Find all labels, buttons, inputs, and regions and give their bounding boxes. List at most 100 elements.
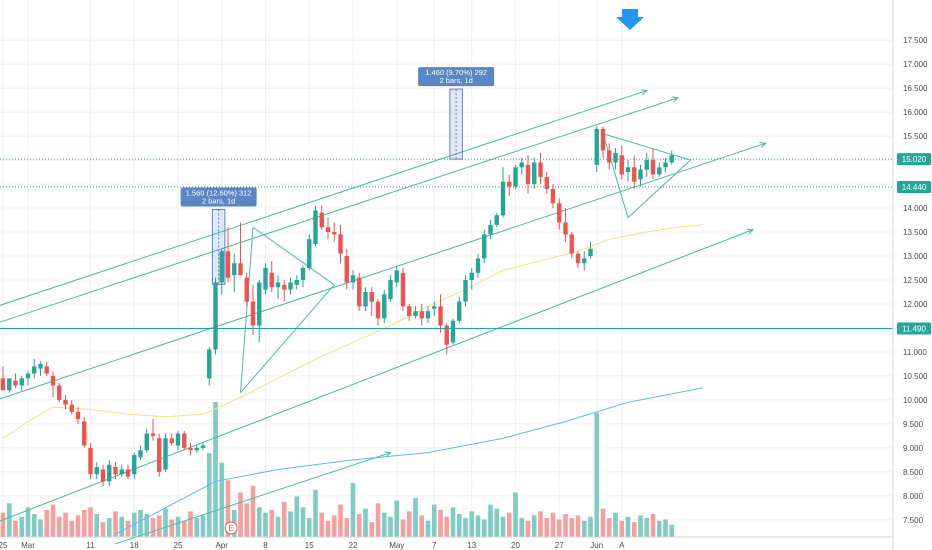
- price-levels: [0, 158, 893, 329]
- candle-body: [544, 176, 549, 189]
- candle-body: [225, 251, 231, 278]
- price-tag: [897, 153, 931, 166]
- candle-body: [669, 155, 674, 163]
- channel-upper-inner-line-arrowhead: [671, 96, 680, 103]
- volume-bar: [331, 515, 337, 537]
- volume-bar: [138, 510, 143, 537]
- candle-body: [369, 291, 374, 302]
- volume-bar: [475, 515, 481, 537]
- candle-body: [613, 152, 618, 163]
- volume-bar: [425, 520, 431, 537]
- y-tick-label: 8.000: [903, 492, 924, 501]
- y-tick-label: 7.500: [903, 516, 924, 525]
- candle-body: [494, 215, 499, 225]
- volume-bar: [444, 516, 450, 537]
- price-tag-label: 11.490: [902, 324, 926, 333]
- candle-body: [69, 404, 74, 412]
- volume-bar: [294, 496, 300, 537]
- volume-bar: [631, 522, 637, 537]
- volume-bar: [38, 519, 43, 537]
- volume-bar: [613, 512, 618, 537]
- volume-bar: [563, 514, 568, 537]
- x-tick-label: 7: [432, 541, 437, 550]
- candle-body: [100, 469, 106, 482]
- ma-50-line: [2, 224, 704, 439]
- volume-bar: [300, 507, 306, 537]
- y-tick-label: 10.500: [903, 372, 928, 381]
- volume-bar: [256, 507, 262, 537]
- volume-bar: [431, 504, 437, 537]
- earnings-event-marker: [224, 521, 238, 535]
- volume-bar: [513, 492, 518, 537]
- candle-body: [138, 450, 143, 458]
- candle-body: [263, 268, 268, 290]
- ma-200-line: [115, 387, 704, 535]
- volume-bar: [338, 504, 343, 537]
- candle-body: [650, 160, 656, 175]
- candle-body: [463, 280, 468, 302]
- candle-body: [482, 234, 487, 259]
- lower-trend-arrow-arrowhead: [384, 451, 392, 458]
- candle-body: [150, 433, 156, 436]
- y-tick-label: 12.500: [903, 276, 928, 285]
- candle-body: [588, 248, 593, 257]
- candle-body: [269, 272, 274, 288]
- volume-bar: [250, 485, 256, 537]
- candle-body: [350, 275, 356, 283]
- candle-body: [44, 366, 49, 374]
- candle-body: [432, 306, 437, 309]
- y-tick-label: 15.500: [903, 132, 928, 141]
- candle-body: [457, 301, 462, 321]
- volume-bar: [325, 520, 331, 537]
- volume-bar: [31, 514, 37, 537]
- y-tick-label: 17.000: [903, 60, 928, 69]
- candle-body: [163, 438, 168, 470]
- candle-body: [382, 294, 387, 319]
- candle-body: [407, 306, 412, 316]
- volume-bar: [288, 511, 293, 537]
- candle-body: [238, 263, 243, 276]
- volume-bar: [56, 516, 62, 537]
- y-tick-label: 9.500: [903, 420, 924, 429]
- y-tick-label: 8.500: [903, 468, 924, 477]
- volume-bar: [581, 520, 587, 537]
- volume-bar: [150, 518, 156, 537]
- volume-bar: [25, 507, 31, 537]
- volume-bar: [344, 518, 350, 537]
- candle-body: [394, 270, 399, 283]
- candle-body: [75, 411, 81, 420]
- volume-bar: [369, 522, 375, 537]
- volume-bar: [638, 515, 643, 537]
- y-tick-label: 16.500: [903, 84, 928, 93]
- candle-body: [282, 284, 287, 290]
- candle-body: [469, 272, 474, 280]
- candle-body: [213, 282, 218, 350]
- triangle-2-base: [602, 133, 629, 218]
- candle-body: [250, 301, 256, 326]
- x-tick-label: 27: [555, 541, 564, 550]
- volume-bar: [100, 522, 106, 537]
- price-tag-label: 15.020: [902, 155, 927, 164]
- x-tick-label: 18: [130, 541, 139, 550]
- volume-bar: [406, 511, 412, 537]
- candle-body: [319, 212, 324, 228]
- measure-label-box: [180, 187, 257, 207]
- triangle-1-base: [240, 227, 254, 393]
- candle-body: [275, 282, 281, 288]
- y-tick-label: 16.000: [903, 108, 928, 117]
- measure-label-line2: 2 bars, 1d: [439, 76, 472, 85]
- volume-bar: [450, 507, 456, 537]
- volume-bar: [238, 492, 243, 537]
- volume-bar: [6, 503, 12, 537]
- y-tick-label: 17.500: [903, 36, 928, 45]
- candle-body: [113, 467, 118, 475]
- down-arrow-shape: [616, 9, 644, 30]
- volume-bar: [500, 516, 506, 537]
- volume-bar: [481, 519, 487, 537]
- candle-body: [294, 280, 299, 285]
- x-tick-label: Jun: [590, 541, 603, 550]
- volume-bar: [156, 515, 162, 537]
- candle-body: [32, 366, 37, 374]
